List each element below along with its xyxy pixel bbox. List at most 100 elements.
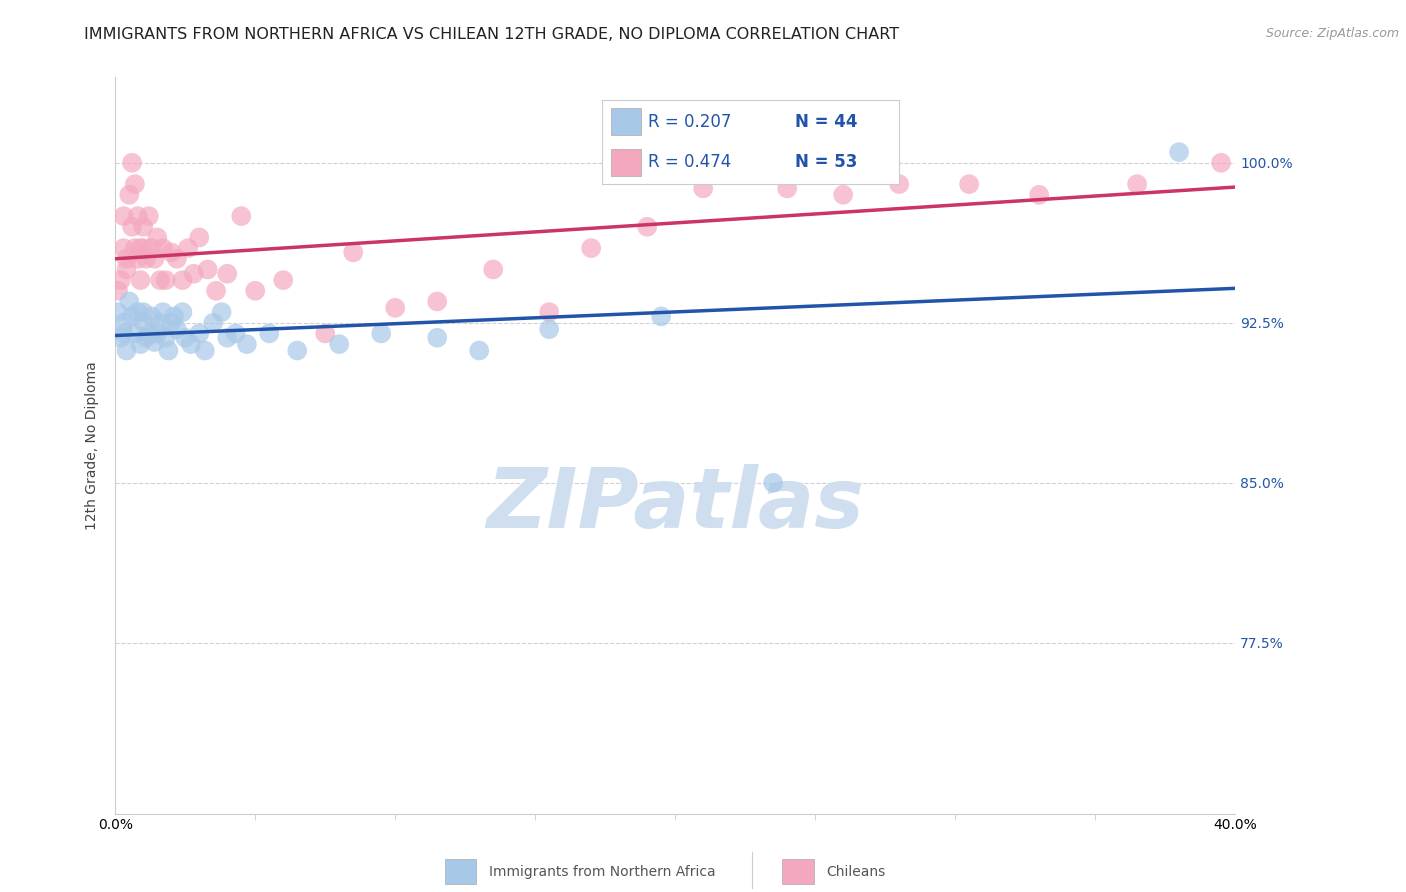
Point — [172, 305, 194, 319]
Point — [482, 262, 505, 277]
Point — [141, 310, 163, 324]
Point — [121, 155, 143, 169]
Text: Source: ZipAtlas.com: Source: ZipAtlas.com — [1265, 27, 1399, 40]
Point — [231, 209, 253, 223]
Point — [129, 337, 152, 351]
Text: IMMIGRANTS FROM NORTHERN AFRICA VS CHILEAN 12TH GRADE, NO DIPLOMA CORRELATION CH: IMMIGRANTS FROM NORTHERN AFRICA VS CHILE… — [84, 27, 900, 42]
Point — [118, 187, 141, 202]
Point — [129, 273, 152, 287]
Point — [132, 305, 155, 319]
Point — [194, 343, 217, 358]
Point — [112, 326, 135, 341]
Point — [124, 326, 146, 341]
Point — [115, 262, 138, 277]
Point — [107, 284, 129, 298]
Point — [271, 273, 294, 287]
Point — [121, 219, 143, 234]
Point — [138, 326, 160, 341]
Point — [132, 316, 155, 330]
Y-axis label: 12th Grade, No Diploma: 12th Grade, No Diploma — [86, 361, 100, 530]
Point — [160, 245, 183, 260]
Point — [155, 331, 177, 345]
Point — [202, 316, 225, 330]
Point — [889, 177, 911, 191]
Point — [112, 316, 135, 330]
Point — [110, 273, 132, 287]
Point — [285, 343, 308, 358]
Point — [1209, 155, 1232, 169]
Point — [650, 310, 672, 324]
Point — [211, 305, 233, 319]
Point — [107, 305, 129, 319]
Point — [188, 230, 211, 244]
Point — [124, 241, 146, 255]
Point — [183, 267, 205, 281]
Point — [762, 475, 785, 490]
Point — [110, 331, 132, 345]
Point — [152, 241, 174, 255]
Point — [245, 284, 267, 298]
Point — [127, 252, 149, 266]
Point — [155, 273, 177, 287]
Point — [146, 326, 169, 341]
Point — [132, 241, 155, 255]
Point — [217, 331, 239, 345]
Point — [115, 343, 138, 358]
Point — [197, 262, 219, 277]
Point — [1028, 187, 1050, 202]
Point — [370, 326, 392, 341]
Point — [124, 177, 146, 191]
Point — [118, 294, 141, 309]
Point — [1126, 177, 1149, 191]
Point — [174, 331, 197, 345]
Point — [132, 219, 155, 234]
Text: Chileans: Chileans — [827, 865, 886, 880]
Point — [957, 177, 980, 191]
Point — [225, 326, 247, 341]
Point — [127, 305, 149, 319]
Point — [426, 331, 449, 345]
Point — [776, 181, 799, 195]
Point — [127, 209, 149, 223]
Point — [426, 294, 449, 309]
Point — [166, 322, 188, 336]
Point — [112, 209, 135, 223]
Point — [143, 334, 166, 349]
Point — [152, 305, 174, 319]
Point — [121, 310, 143, 324]
Point — [166, 252, 188, 266]
Point — [172, 273, 194, 287]
Point — [257, 326, 280, 341]
Point — [328, 337, 350, 351]
Point — [149, 316, 172, 330]
Point — [217, 267, 239, 281]
Point — [177, 241, 200, 255]
Point — [146, 230, 169, 244]
Point — [1168, 145, 1191, 160]
Point — [138, 209, 160, 223]
Point — [832, 187, 855, 202]
Point — [468, 343, 491, 358]
Point — [314, 326, 336, 341]
Point — [141, 241, 163, 255]
Point — [205, 284, 228, 298]
Point — [188, 326, 211, 341]
Point — [163, 310, 186, 324]
Point — [538, 322, 561, 336]
Point — [149, 273, 172, 287]
Point — [115, 252, 138, 266]
Point — [129, 241, 152, 255]
Point — [538, 305, 561, 319]
Point — [180, 337, 202, 351]
Point — [143, 252, 166, 266]
Point — [636, 219, 658, 234]
Point — [112, 241, 135, 255]
Point — [135, 331, 157, 345]
Text: Immigrants from Northern Africa: Immigrants from Northern Africa — [489, 865, 716, 880]
Point — [579, 241, 602, 255]
Point — [160, 316, 183, 330]
Point — [157, 343, 180, 358]
Point — [236, 337, 259, 351]
Point — [135, 252, 157, 266]
Point — [342, 245, 364, 260]
